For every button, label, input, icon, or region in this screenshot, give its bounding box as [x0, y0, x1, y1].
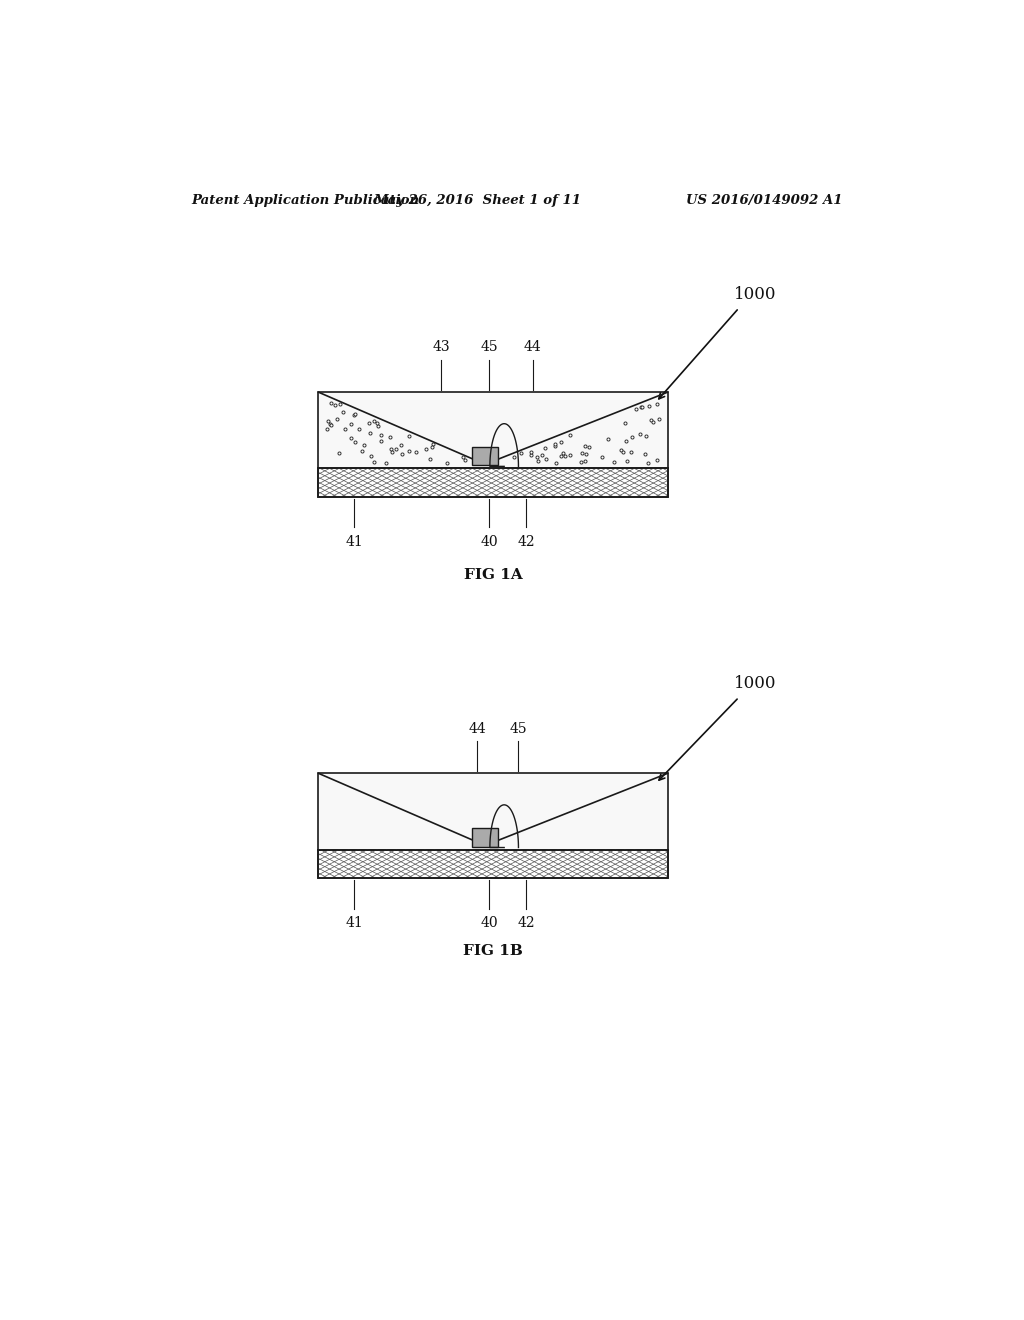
- Bar: [318, 850, 668, 878]
- Bar: [472, 447, 498, 466]
- Bar: [318, 850, 668, 878]
- Text: 1000: 1000: [733, 285, 776, 302]
- Bar: [318, 392, 668, 469]
- Text: FIG 1B: FIG 1B: [463, 944, 523, 958]
- Text: 42: 42: [517, 916, 536, 929]
- Text: 44: 44: [468, 722, 486, 735]
- Text: FIG 1A: FIG 1A: [464, 568, 522, 582]
- Text: 45: 45: [510, 722, 527, 735]
- Text: 1000: 1000: [733, 675, 776, 692]
- Text: US 2016/0149092 A1: US 2016/0149092 A1: [686, 194, 842, 207]
- Text: 42: 42: [517, 536, 536, 549]
- Text: Patent Application Publication: Patent Application Publication: [191, 194, 420, 207]
- Text: 41: 41: [345, 916, 364, 929]
- Bar: [318, 774, 668, 850]
- Text: 44: 44: [524, 339, 542, 354]
- Text: 41: 41: [345, 536, 364, 549]
- Bar: [472, 828, 498, 846]
- Bar: [318, 469, 668, 496]
- Text: 40: 40: [480, 536, 498, 549]
- Text: May 26, 2016  Sheet 1 of 11: May 26, 2016 Sheet 1 of 11: [373, 194, 582, 207]
- Text: 45: 45: [480, 339, 498, 354]
- Bar: [318, 469, 668, 496]
- Text: 43: 43: [433, 339, 451, 354]
- Text: 40: 40: [480, 916, 498, 929]
